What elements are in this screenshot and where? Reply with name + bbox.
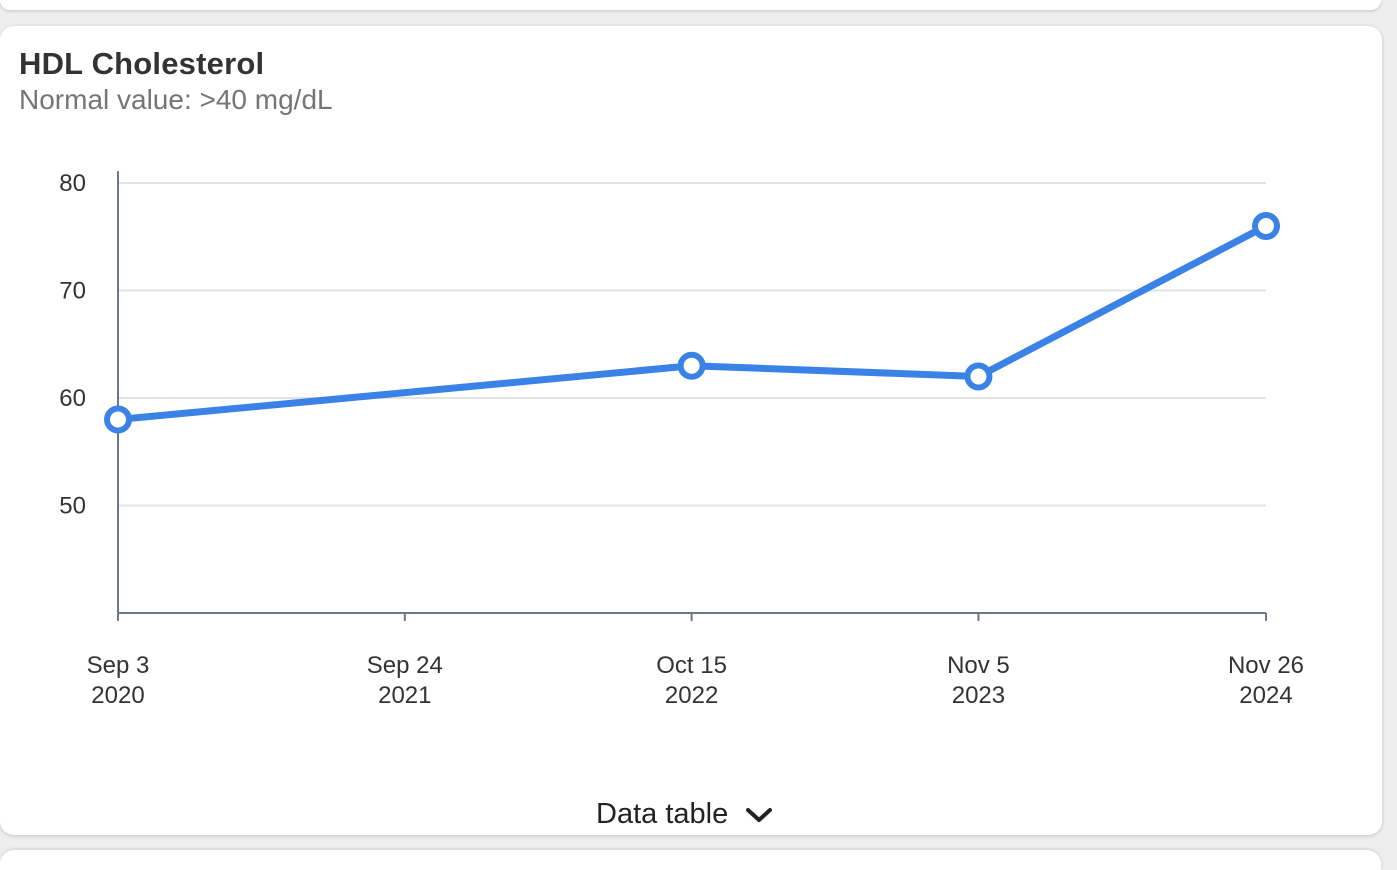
chevron-down-icon (746, 807, 773, 822)
data-table-toggle-button[interactable]: Data table (596, 798, 774, 831)
y-tick-label-70: 70 (59, 278, 86, 305)
data-point-2022-10-15[interactable] (677, 351, 706, 380)
hdl-series (104, 212, 1280, 434)
card-title: HDL Cholesterol (19, 46, 265, 81)
hdl-cholesterol-card: HDL Cholesterol Normal value: >40 mg/dL … (0, 26, 1382, 835)
x-tick-label-1: Sep 24 2021 (367, 652, 443, 709)
x-tick-label-0: Sep 3 2020 (87, 652, 150, 709)
previous-card-edge (0, 0, 1381, 10)
x-tick-label-2: Oct 15 2022 (656, 652, 727, 709)
y-axis-labels: 50 60 70 80 (59, 170, 86, 520)
y-tick-label-80: 80 (59, 170, 86, 197)
x-tick-label-3: Nov 5 2023 (947, 652, 1010, 709)
data-point-2024-11-26[interactable] (1252, 212, 1280, 240)
axes (117, 171, 1267, 621)
y-tick-label-50: 50 (59, 493, 86, 520)
hdl-series-line (114, 222, 1270, 423)
gridlines (118, 182, 1266, 507)
y-tick-label-60: 60 (59, 385, 86, 412)
data-point-2023-11-05[interactable] (964, 362, 993, 391)
x-tick-label-4: Nov 26 2024 (1228, 652, 1304, 709)
data-point-2020-09-03[interactable] (104, 405, 132, 434)
normal-value-subtitle: Normal value: >40 mg/dL (19, 84, 333, 115)
next-card-edge (0, 850, 1381, 870)
x-axis-labels: Sep 3 2020 Sep 24 2021 Oct 15 2022 Nov 5 2023 No… (87, 652, 1304, 709)
hdl-line-chart: 50 60 70 80 Sep 3 2020 Sep 24 2021 Oct 15 2022 No… (59, 170, 1304, 709)
data-table-label: Data table (596, 798, 729, 830)
